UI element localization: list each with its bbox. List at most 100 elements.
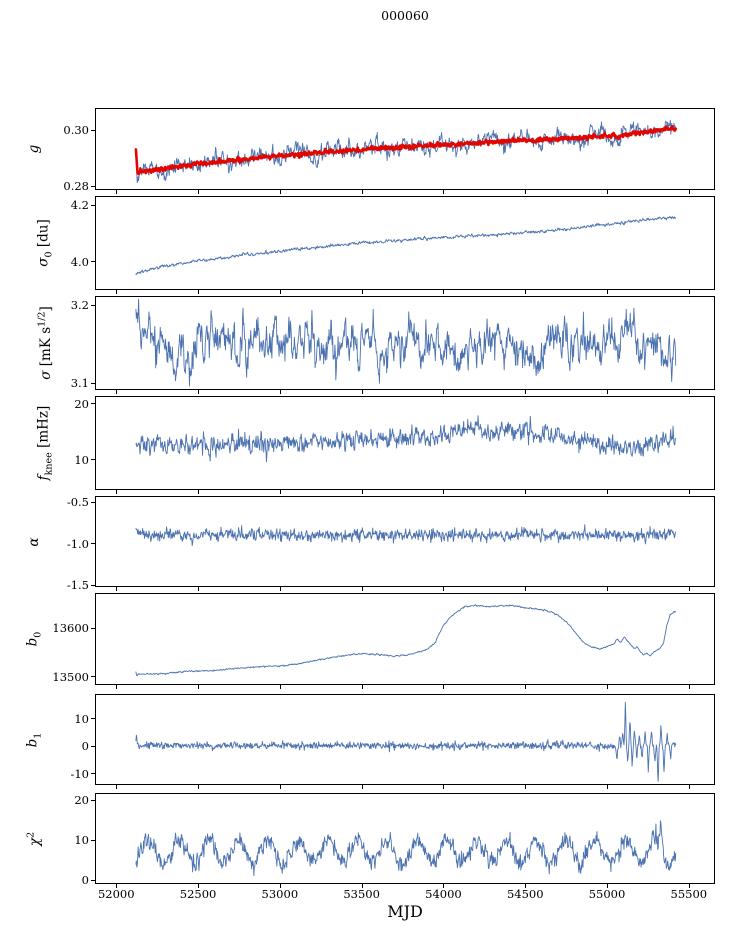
y-tick-mark [91,676,95,678]
y-axis-label-sigma0: σ0 [du] [36,219,55,266]
y-axis-label-segment: knee [43,452,55,476]
x-tick-label: 54000 [425,887,462,901]
panel-sigma0 [95,196,715,290]
x-tick-mark [361,884,363,888]
y-axis-label-segment: σ [37,370,54,380]
x-tick-mark [361,490,363,494]
y-axis-label-fknee: fknee [mHz] [36,406,55,481]
x-tick-label: 53000 [261,887,299,901]
x-axis-title: MJD [387,902,423,921]
y-tick-mark [91,584,95,586]
x-tick-mark [116,190,118,194]
x-tick-mark [116,290,118,294]
y-axis-label-segment: f [35,475,52,481]
panel-sigma-canvas [96,297,714,389]
x-tick-mark [361,785,363,789]
y-axis-label-g: g [26,145,42,154]
x-tick-mark [607,190,609,194]
x-tick-mark [688,290,690,294]
y-tick-label: 0.30 [63,123,89,138]
x-tick-mark [525,587,527,591]
x-tick-mark [279,884,281,888]
y-axis-label-segment: [mK s [37,326,54,371]
x-tick-mark [607,785,609,789]
x-tick-label: 52000 [97,887,135,901]
y-axis-label-segment: g [26,144,42,154]
x-tick-mark [361,685,363,689]
y-axis-label-segment: b [24,738,41,747]
x-tick-mark [361,390,363,394]
x-tick-mark [443,490,445,494]
x-tick-mark [688,685,690,689]
x-tick-mark [198,290,200,294]
x-tick-mark [198,685,200,689]
x-tick-mark [525,390,527,394]
x-tick-mark [607,290,609,294]
x-tick-mark [116,490,118,494]
y-tick-mark [91,879,95,881]
y-tick-label: 13600 [52,621,89,636]
panel-alpha-canvas [96,497,714,586]
x-tick-mark [279,290,281,294]
y-tick-label: 0 [81,873,89,887]
x-tick-mark [198,587,200,591]
panel-fknee-canvas [96,397,714,489]
y-tick-mark [91,745,95,747]
y-tick-mark [91,839,95,841]
x-tick-mark [688,490,690,494]
y-tick-label: 0.28 [63,179,89,194]
y-axis-label-segment: σ [35,257,52,267]
y-tick-label: 20 [74,793,89,807]
panel-b0-canvas [96,594,714,684]
y-tick-mark [91,799,95,801]
x-tick-mark [607,685,609,689]
y-tick-mark [91,382,95,384]
y-axis-label-segment: 0 [32,631,44,638]
x-tick-mark [116,587,118,591]
x-tick-mark [361,190,363,194]
panel-chi2 [95,793,715,884]
y-axis-label-sigma: σ [mK s1/2] [36,306,54,379]
y-tick-mark [91,627,95,629]
x-tick-mark [525,490,527,494]
x-tick-label: 53500 [343,887,380,901]
panel-b1 [95,694,715,785]
y-tick-label: 3.1 [70,376,89,390]
panel-b0 [95,593,715,685]
panel-b1-canvas [96,695,714,784]
y-tick-label: -0.5 [66,495,89,509]
y-tick-mark [91,459,95,461]
panel-g [95,108,715,190]
x-tick-mark [525,785,527,789]
y-tick-label: 10 [74,711,89,726]
y-axis-label-segment: [du] [35,219,52,252]
x-tick-label: 54500 [506,887,544,901]
y-axis-label-segment: 1/2 [36,311,48,327]
y-axis-label-segment: 0 [43,251,55,258]
x-tick-mark [525,290,527,294]
y-tick-label: 20 [74,396,89,411]
x-tick-label: 52500 [179,887,217,901]
x-tick-mark [443,685,445,689]
y-axis-label-segment: [mHz] [35,405,52,453]
panel-sigma [95,296,715,390]
x-tick-mark [443,290,445,294]
x-tick-mark [607,884,609,888]
y-tick-mark [91,204,95,206]
x-tick-label: 55500 [670,887,708,901]
x-tick-mark [279,587,281,591]
y-tick-mark [91,185,95,187]
y-tick-mark [91,403,95,405]
y-axis-label-segment: α [26,536,42,547]
y-tick-mark [91,718,95,720]
x-tick-mark [688,587,690,591]
y-tick-label: 10 [74,452,89,467]
y-tick-mark [91,543,95,545]
y-axis-label-segment: ] [37,306,54,312]
plot-title: 000060 [381,8,429,23]
x-tick-mark [443,587,445,591]
y-tick-mark [91,261,95,263]
y-tick-mark [91,129,95,131]
x-tick-mark [525,190,527,194]
